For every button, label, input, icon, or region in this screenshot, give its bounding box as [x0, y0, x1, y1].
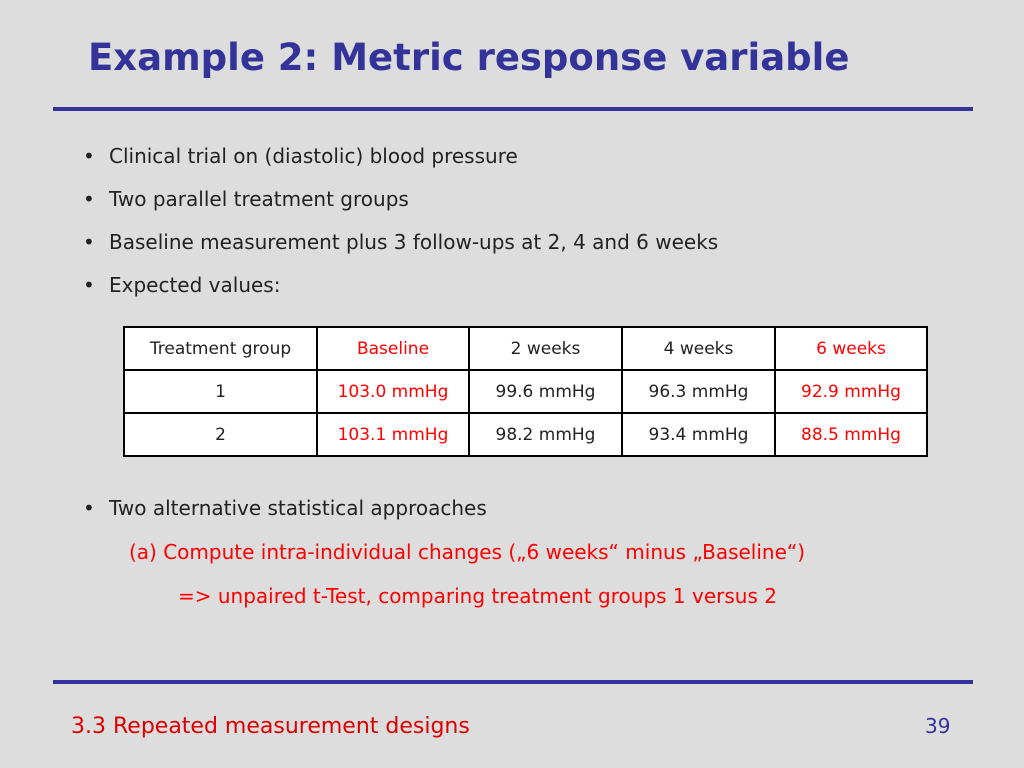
- bullet-item: • Baseline measurement plus 3 follow-ups …: [83, 230, 718, 254]
- table-header-cell: Baseline: [316, 326, 470, 371]
- table-cell: 88.5 mmHg: [774, 412, 928, 457]
- bullet-text: Two alternative statistical approaches: [109, 496, 487, 520]
- table-cell: 2: [123, 412, 318, 457]
- bullet-list-bottom: • Two alternative statistical approaches: [83, 496, 487, 539]
- approach-a-result-text: => unpaired t-Test, comparing treatment …: [178, 584, 777, 608]
- table-row: 2 103.1 mmHg 98.2 mmHg 93.4 mmHg 88.5 mm…: [123, 412, 928, 457]
- table-row: 1 103.0 mmHg 99.6 mmHg 96.3 mmHg 92.9 mm…: [123, 369, 928, 414]
- bullet-text: Baseline measurement plus 3 follow-ups a…: [109, 230, 719, 254]
- bullet-icon: •: [83, 496, 95, 520]
- table-cell: 99.6 mmHg: [468, 369, 623, 414]
- bullet-list-top: • Clinical trial on (diastolic) blood pre…: [83, 144, 718, 316]
- table-cell: 93.4 mmHg: [621, 412, 776, 457]
- approach-a-text: (a) Compute intra-individual changes („6…: [129, 540, 806, 564]
- table-cell: 103.0 mmHg: [316, 369, 470, 414]
- table-header-cell: 4 weeks: [621, 326, 776, 371]
- bullet-item: • Two parallel treatment groups: [83, 187, 718, 211]
- footer-section-title: 3.3 Repeated measurement designs: [71, 714, 470, 739]
- bullet-icon: •: [83, 230, 95, 254]
- footer-divider: [53, 680, 973, 684]
- title-divider: [53, 107, 973, 111]
- bullet-text: Two parallel treatment groups: [109, 187, 409, 211]
- slide-title: Example 2: Metric response variable: [88, 36, 850, 79]
- table-header-cell: 2 weeks: [468, 326, 623, 371]
- table-cell: 98.2 mmHg: [468, 412, 623, 457]
- bullet-text: Expected values:: [109, 273, 281, 297]
- bullet-icon: •: [83, 273, 95, 297]
- table-cell: 96.3 mmHg: [621, 369, 776, 414]
- bullet-icon: •: [83, 187, 95, 211]
- bullet-icon: •: [83, 144, 95, 168]
- table-header-cell: Treatment group: [123, 326, 318, 371]
- bullet-text: Clinical trial on (diastolic) blood pres…: [109, 144, 518, 168]
- table-cell: 92.9 mmHg: [774, 369, 928, 414]
- table-cell: 103.1 mmHg: [316, 412, 470, 457]
- bullet-item: • Clinical trial on (diastolic) blood pre…: [83, 144, 718, 168]
- table-header-row: Treatment group Baseline 2 weeks 4 weeks…: [123, 326, 928, 371]
- expected-values-table: Treatment group Baseline 2 weeks 4 weeks…: [123, 326, 928, 457]
- page-number: 39: [925, 714, 951, 738]
- table-cell: 1: [123, 369, 318, 414]
- table-header-cell: 6 weeks: [774, 326, 928, 371]
- bullet-item: • Expected values:: [83, 273, 718, 297]
- bullet-item: • Two alternative statistical approaches: [83, 496, 487, 520]
